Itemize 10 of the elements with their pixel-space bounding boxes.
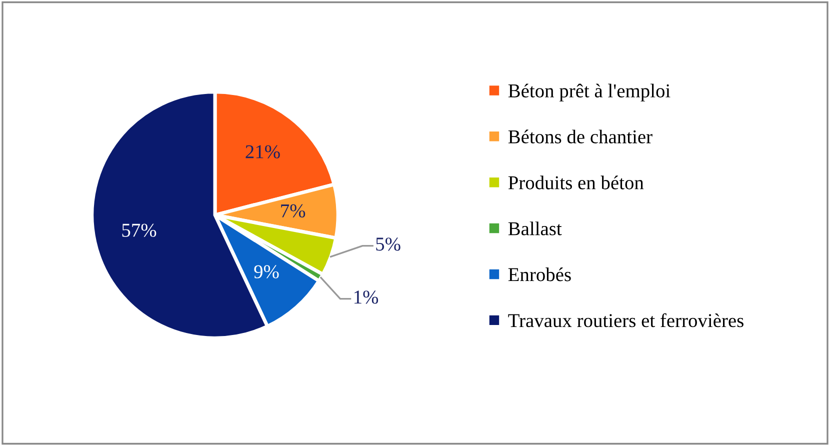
legend-label: Béton prêt à l'emploi	[508, 84, 670, 102]
legend-label: Enrobés	[508, 268, 571, 282]
data-label: 21%	[246, 145, 280, 158]
data-label: 57%	[122, 224, 156, 237]
legend-label: Ballast	[508, 222, 562, 236]
legend-label: Bétons de chantier	[508, 130, 652, 144]
legend-label: Produits en béton	[508, 176, 644, 190]
data-label: 5%	[376, 238, 400, 251]
legend-label: Travaux routiers et ferrovières	[508, 313, 744, 328]
data-label: 1%	[354, 290, 378, 304]
